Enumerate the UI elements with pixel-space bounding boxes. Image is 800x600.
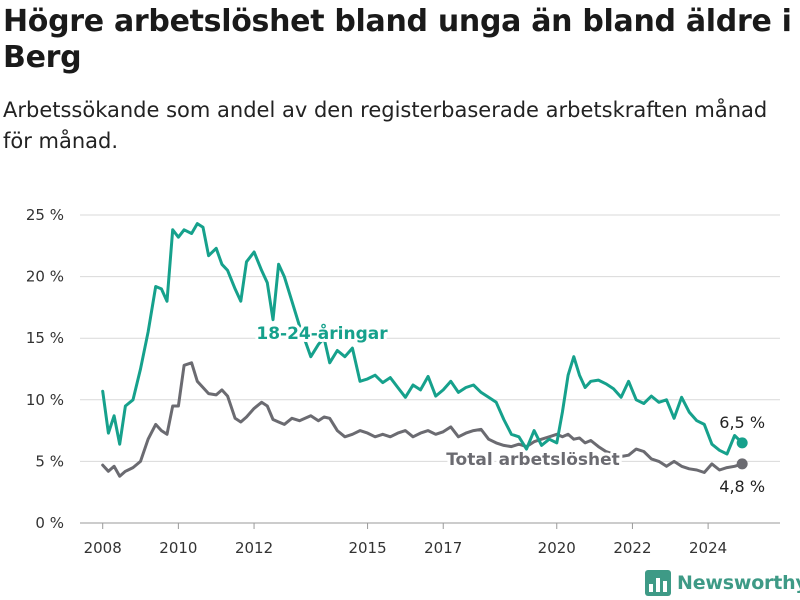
series-name-label: Total arbetslöshet (446, 450, 620, 470)
x-tick-label: 2022 (613, 539, 651, 557)
y-tick-label: 20 % (26, 268, 64, 286)
series-end-label: 4,8 % (719, 477, 765, 496)
bar-chart-logo-icon (645, 570, 671, 596)
brand-name: Newsworthy (677, 572, 800, 594)
y-tick-label: 0 % (35, 514, 64, 532)
x-tick-label: 2015 (348, 539, 386, 557)
newsworthy-logo: Newsworthy (645, 568, 800, 598)
series-end-label: 6,5 % (719, 413, 765, 432)
x-tick-label: 2020 (538, 539, 576, 557)
x-axis-ticks: 2008 2010 2012 2015 2017 2020 2022 2024 (84, 523, 727, 557)
series-end-marker (736, 437, 748, 449)
series-name-halo: Total arbetslöshet (446, 450, 620, 470)
y-tick-label: 25 % (26, 206, 64, 224)
x-tick-label: 2008 (84, 539, 122, 557)
x-tick-label: 2017 (424, 539, 462, 557)
chart-title: Högre arbetslöshet bland unga än bland ä… (3, 4, 792, 75)
y-tick-label: 15 % (26, 329, 64, 347)
x-tick-label: 2010 (159, 539, 197, 557)
series-name-halo: 18-24-åringar (256, 322, 388, 344)
series-name-label: 18-24-åringar (256, 322, 388, 344)
y-tick-label: 5 % (35, 452, 64, 470)
series-line (101, 222, 744, 456)
series-lines (101, 222, 744, 478)
series-end-marker (736, 458, 748, 470)
x-tick-label: 2012 (235, 539, 273, 557)
y-axis-ticks: 0 % 5 % 10 % 15 % 20 % 25 % (26, 206, 64, 532)
series-labels: 6,5 %4,8 %18-24-åringar18-24-åringarTota… (253, 319, 765, 496)
y-tick-label: 10 % (26, 391, 64, 409)
x-tick-label: 2024 (689, 539, 727, 557)
series-line (101, 361, 744, 478)
chart-subtitle: Arbetssökande som andel av den registerb… (3, 98, 768, 153)
